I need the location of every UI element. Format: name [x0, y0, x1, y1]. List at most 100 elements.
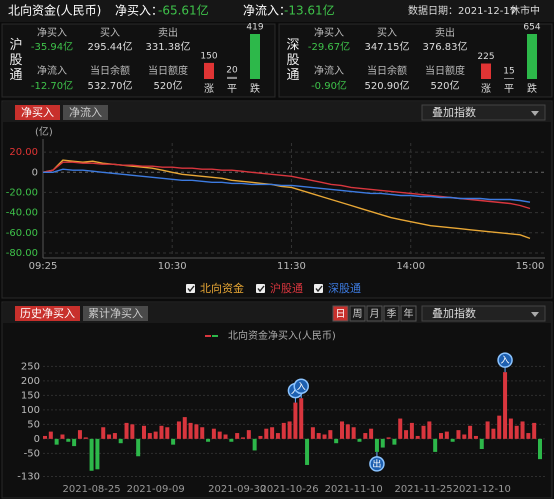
- stat-label: 净买入: [37, 26, 67, 39]
- stat-label: 当日余额: [367, 64, 407, 77]
- bar: [182, 417, 187, 439]
- bar: [60, 434, 65, 439]
- check-mark: [257, 285, 265, 293]
- period-button[interactable]: [366, 305, 383, 322]
- stat-label: 净买入: [314, 26, 344, 39]
- bar: [89, 438, 94, 471]
- series-line: [43, 168, 531, 203]
- x-tick-label: 2021-10-26: [261, 484, 319, 495]
- bar: [124, 422, 129, 439]
- period-label[interactable]: 日: [336, 309, 346, 320]
- y-tick-label: 0: [34, 434, 40, 445]
- tab-label[interactable]: 累计净买入: [88, 306, 143, 320]
- x-tick-label: 11:30: [277, 261, 306, 272]
- breadth-label: 平: [504, 84, 514, 95]
- x-tick-label: 2021-11-25: [394, 484, 452, 495]
- bar: [293, 402, 298, 439]
- market-panel: [278, 23, 553, 98]
- stat-value: 347.15亿: [365, 40, 410, 53]
- y-tick-label: 0: [32, 167, 38, 178]
- bar: [514, 425, 519, 439]
- tab[interactable]: [15, 306, 80, 321]
- bar: [526, 433, 531, 439]
- flag-label[interactable]: 入: [297, 381, 306, 392]
- legend-label[interactable]: 沪股通: [270, 281, 303, 295]
- breadth-bar: [250, 34, 260, 79]
- bar: [357, 438, 362, 442]
- bar: [433, 438, 438, 452]
- legend-checkbox[interactable]: [256, 284, 265, 293]
- bar: [363, 433, 368, 439]
- bar: [439, 433, 443, 439]
- period-label[interactable]: 周: [353, 308, 363, 320]
- stat-value: -35.94亿: [31, 40, 73, 53]
- bar: [258, 435, 263, 439]
- breadth-bar: [504, 77, 514, 79]
- bar: [468, 425, 473, 439]
- flag-label[interactable]: 入: [501, 355, 510, 366]
- y-tick-label: 150: [21, 390, 40, 401]
- breadth-bar: [227, 76, 237, 79]
- bar: [340, 421, 344, 439]
- overlay-label[interactable]: 叠加指数: [432, 105, 476, 119]
- legend-label[interactable]: 北向资金: [200, 281, 244, 295]
- period-button[interactable]: [400, 305, 417, 322]
- breadth-bar: [527, 34, 537, 79]
- flag-label[interactable]: 出: [372, 458, 381, 470]
- stat-value: -12.70亿: [31, 79, 73, 92]
- bar: [473, 435, 478, 439]
- header-bar: [0, 0, 554, 22]
- breadth-label: 平: [227, 84, 237, 95]
- stat-value: 532.70亿: [88, 79, 133, 92]
- bar: [444, 431, 449, 439]
- bar: [165, 427, 170, 439]
- tab[interactable]: [83, 306, 148, 321]
- period-label[interactable]: 月: [370, 308, 380, 320]
- bar: [194, 424, 199, 439]
- bar: [107, 434, 112, 439]
- period-button[interactable]: [332, 305, 349, 322]
- overlay-label[interactable]: 叠加指数: [432, 306, 476, 320]
- x-tick-label: 14:00: [396, 261, 425, 272]
- intraday-panel: [1, 100, 553, 299]
- tab-label[interactable]: 净买入: [21, 105, 54, 119]
- overlay-dropdown[interactable]: [421, 305, 546, 322]
- stat-label: 当日额度: [425, 64, 465, 77]
- period-button[interactable]: [349, 305, 366, 322]
- overlay-dropdown[interactable]: [421, 104, 546, 121]
- tab-label[interactable]: 净流入: [69, 105, 102, 119]
- flag-marker[interactable]: [497, 352, 513, 368]
- bar: [369, 428, 374, 439]
- tab-label[interactable]: 历史净买入: [20, 306, 75, 320]
- x-tick-label: 2021-08-25: [63, 484, 121, 495]
- flag-marker[interactable]: [369, 456, 385, 472]
- legend-checkbox[interactable]: [186, 284, 195, 293]
- tab[interactable]: [15, 105, 60, 120]
- bar: [112, 433, 117, 439]
- tab[interactable]: [63, 105, 108, 120]
- breadth-count: 15: [503, 66, 514, 76]
- stat-value: 295.44亿: [88, 40, 133, 53]
- legend-label[interactable]: 深股通: [328, 282, 361, 295]
- legend-checkbox[interactable]: [314, 284, 323, 293]
- bar: [176, 421, 181, 439]
- y-tick-label: -130: [17, 472, 40, 483]
- flag-marker[interactable]: [293, 378, 309, 394]
- bar: [415, 435, 420, 439]
- bar: [409, 422, 414, 439]
- y-tick-label: 250: [21, 361, 40, 372]
- period-label[interactable]: 季: [387, 308, 397, 320]
- bar: [287, 421, 292, 439]
- net-buy-value: -65.61亿: [158, 3, 209, 18]
- bar: [101, 427, 106, 439]
- bar: [72, 438, 77, 447]
- bar: [479, 438, 484, 449]
- period-label[interactable]: 年: [404, 307, 414, 320]
- bar: [374, 438, 379, 452]
- bar: [200, 427, 205, 439]
- bar: [229, 438, 234, 442]
- breadth-label: 跌: [250, 82, 260, 95]
- bar: [299, 398, 304, 439]
- period-button[interactable]: [383, 305, 400, 322]
- intraday-toolbar: [3, 102, 551, 122]
